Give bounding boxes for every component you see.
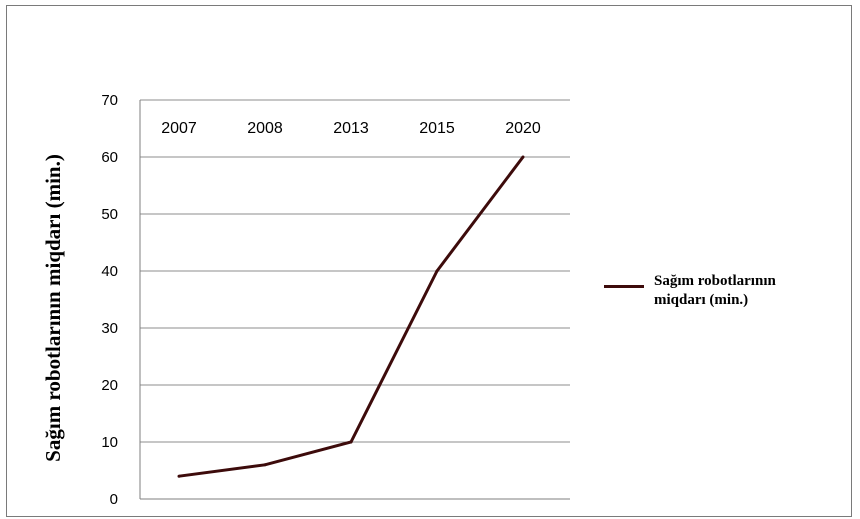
y-tick-label: 40	[101, 263, 118, 280]
category-label: 2008	[247, 120, 283, 137]
y-tick-label: 30	[101, 320, 118, 337]
y-tick-label: 0	[110, 491, 118, 508]
data-point	[435, 269, 439, 273]
chart-frame	[6, 5, 852, 517]
series-line	[178, 156, 525, 478]
category-label: 2020	[505, 120, 541, 137]
data-point	[177, 474, 181, 478]
data-point	[521, 155, 525, 159]
category-label: 2007	[161, 120, 197, 137]
legend: Sağım robotlarının miqdarı (min.)	[604, 272, 844, 310]
y-tick-label: 10	[101, 434, 118, 451]
legend-swatch	[604, 285, 644, 288]
category-label: 2013	[333, 120, 369, 137]
y-tick-label: 60	[101, 149, 118, 166]
category-label: 2015	[419, 120, 455, 137]
y-tick-label: 50	[101, 206, 118, 223]
data-point	[263, 463, 267, 467]
series-lines	[177, 155, 525, 478]
gridlines	[139, 99, 570, 500]
y-tick-label: 70	[101, 92, 118, 109]
y-tick-label: 20	[101, 377, 118, 394]
legend-label: Sağım robotlarının miqdarı (min.)	[654, 273, 776, 308]
y-axis-label: Sağım robotlarının miqdarı (min.)	[41, 154, 65, 462]
y-axis-ticks: 0 10 20 30 40 50 60 70	[101, 92, 118, 508]
category-labels: 2007 2008 2013 2015 2020	[161, 120, 541, 137]
data-point	[349, 440, 353, 444]
